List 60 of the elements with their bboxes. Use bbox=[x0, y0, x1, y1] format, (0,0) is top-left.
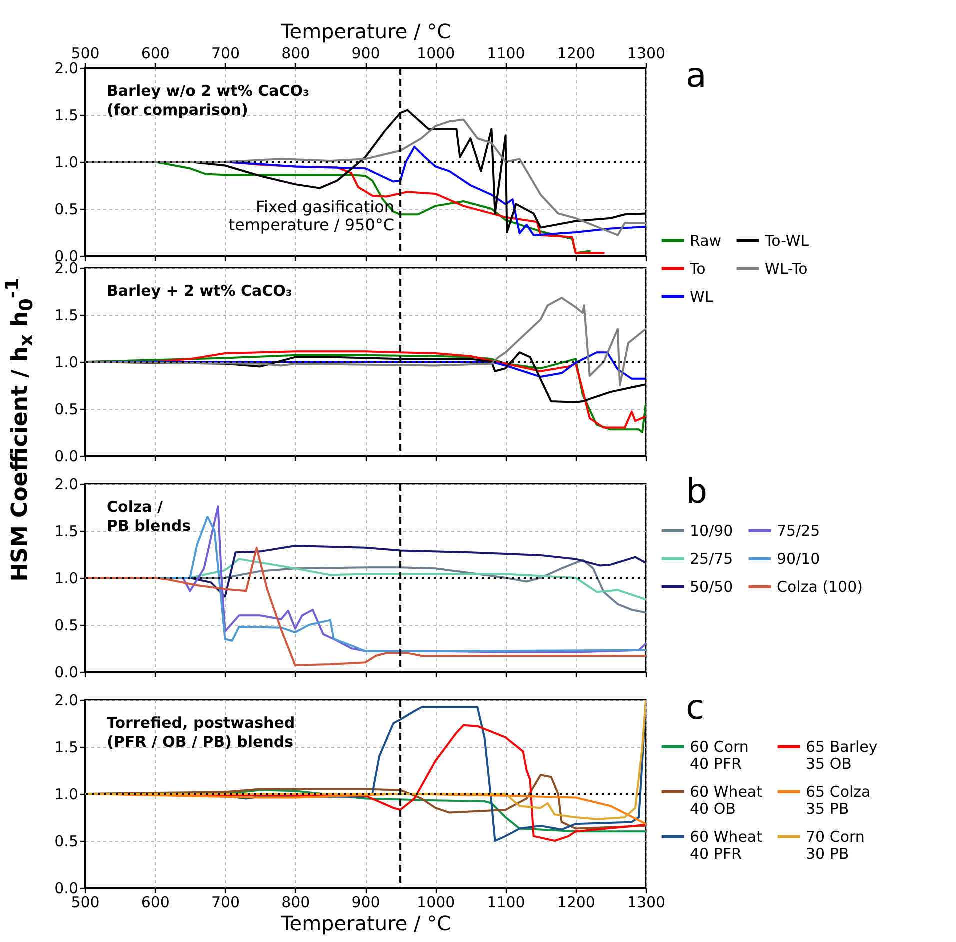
x2-tick-label: 900 bbox=[352, 44, 380, 62]
y-tick-label: 0.5 bbox=[54, 200, 78, 218]
legend-label: 75/25 bbox=[777, 522, 820, 540]
y-tick-label: 0.0 bbox=[54, 448, 78, 466]
y-tick-label: 0.5 bbox=[54, 400, 78, 418]
x2-tick-label: 1100 bbox=[487, 44, 526, 62]
legend-label: 25/75 bbox=[690, 550, 734, 568]
legend-label: 60 Wheat 40 PFR bbox=[690, 828, 763, 863]
x-tick-label: 600 bbox=[141, 894, 170, 912]
legend-label: 10/90 bbox=[690, 522, 734, 540]
text: c bbox=[686, 688, 705, 728]
x-tick-label: 1300 bbox=[627, 894, 666, 912]
x2-tick-label: 800 bbox=[282, 44, 310, 62]
legend-label: To-WL bbox=[764, 232, 810, 250]
legend-label: 50/50 bbox=[690, 578, 734, 596]
legend-label: 65 Barley 35 OB bbox=[806, 738, 878, 773]
y-tick-label: 1.5 bbox=[54, 738, 78, 756]
y-tick-label: 2.0 bbox=[54, 60, 78, 78]
x2-tick-label: 1200 bbox=[557, 44, 596, 62]
y-tick-label: 1.0 bbox=[54, 570, 78, 588]
legend-label: 90/10 bbox=[777, 550, 820, 568]
text: b bbox=[686, 472, 708, 512]
x2-tick-label: 1000 bbox=[417, 44, 456, 62]
x-tick-label: 1200 bbox=[557, 894, 596, 912]
legend-label: 65 Colza 35 PB bbox=[806, 782, 871, 818]
x-tick-label: 900 bbox=[352, 894, 380, 912]
text: Colza / PB blends bbox=[107, 498, 192, 535]
legend-label: 60 Wheat 40 OB bbox=[690, 782, 763, 818]
x2-tick-label: 500 bbox=[71, 44, 100, 62]
y-tick-label: 2.0 bbox=[54, 692, 78, 710]
y-tick-label: 0.5 bbox=[54, 616, 78, 634]
legend-label: WL-To bbox=[765, 260, 808, 278]
legend-label: 60 Corn 40 PFR bbox=[690, 738, 749, 773]
x2-tick-label: 700 bbox=[211, 44, 240, 62]
legend-label: Colza (100) bbox=[777, 578, 863, 596]
legend-label: Raw bbox=[690, 232, 722, 250]
text: a bbox=[686, 56, 707, 96]
y-tick-label: 1.5 bbox=[54, 106, 78, 124]
text: Torrefied, postwashed (PFR / OB / PB) blends bbox=[107, 714, 296, 751]
y-tick-label: 1.0 bbox=[54, 786, 78, 804]
y-tick-label: 2.0 bbox=[54, 476, 78, 494]
x-axis-title: Temperature / °C bbox=[280, 912, 452, 936]
text: Barley w/o 2 wt% CaCO₃ (for comparison) bbox=[107, 82, 310, 119]
x2-tick-label: 600 bbox=[141, 44, 170, 62]
x-tick-label: 1100 bbox=[487, 894, 526, 912]
legend-label: To bbox=[689, 260, 706, 278]
text: Barley + 2 wt% CaCO₃ bbox=[107, 282, 292, 300]
y-tick-label: 0.5 bbox=[54, 832, 78, 850]
y-tick-label: 1.0 bbox=[54, 354, 78, 372]
y-tick-label: 1.0 bbox=[54, 154, 78, 172]
x-tick-label: 700 bbox=[211, 894, 240, 912]
x2-tick-label: 1300 bbox=[627, 44, 666, 62]
x-tick-label: 1000 bbox=[417, 894, 456, 912]
legend-label: WL bbox=[690, 288, 714, 306]
y-tick-label: 0.0 bbox=[54, 664, 78, 682]
x-tick-label: 800 bbox=[282, 894, 310, 912]
x2-axis-title: Temperature / °C bbox=[280, 20, 452, 44]
y-tick-label: 1.5 bbox=[54, 306, 78, 324]
y-tick-label: 1.5 bbox=[54, 522, 78, 540]
legend-label: 70 Corn 30 PB bbox=[806, 828, 865, 863]
